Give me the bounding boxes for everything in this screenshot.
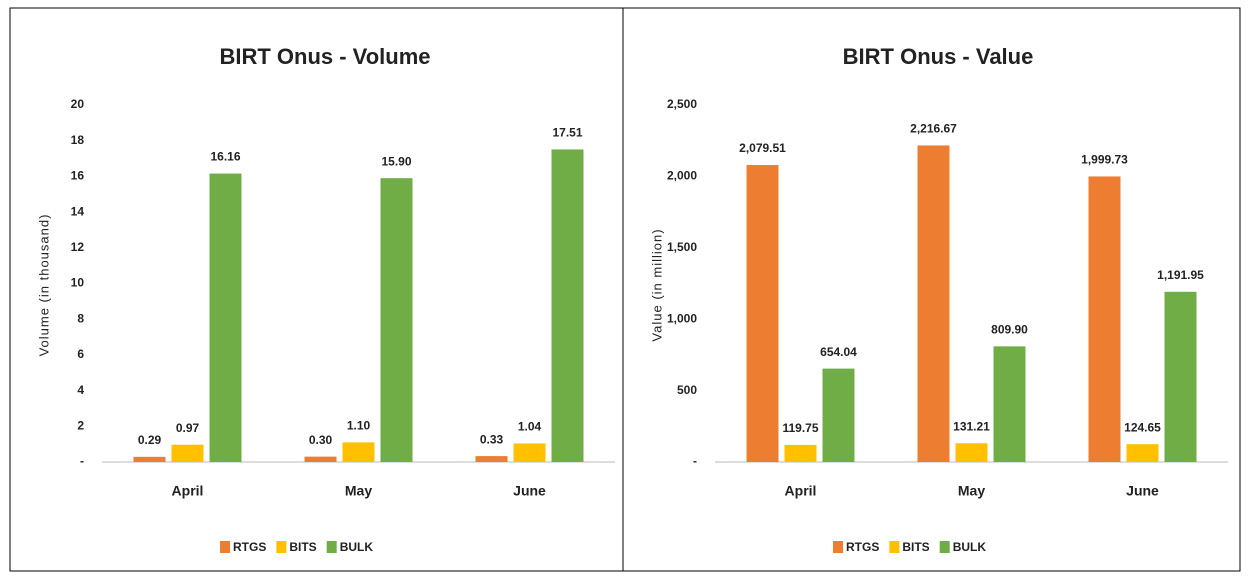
y-tick-label: 6 bbox=[77, 347, 84, 361]
chart-title: BIRT Onus - Value bbox=[843, 44, 1034, 69]
data-label: 2,216.67 bbox=[910, 122, 957, 136]
y-tick-label: 8 bbox=[77, 311, 84, 325]
chart-title: BIRT Onus - Volume bbox=[219, 44, 430, 69]
bar bbox=[133, 456, 166, 462]
y-tick-label: 2 bbox=[77, 418, 84, 432]
bar bbox=[822, 368, 855, 462]
bar bbox=[513, 443, 546, 462]
legend-label: RTGS bbox=[846, 540, 879, 554]
bar bbox=[917, 145, 950, 462]
y-tick-label: 1,000 bbox=[667, 311, 697, 325]
data-label: 124.65 bbox=[1124, 420, 1161, 434]
data-label: 654.04 bbox=[820, 345, 857, 359]
legend-swatch bbox=[276, 541, 287, 553]
bar bbox=[475, 456, 508, 462]
bar bbox=[993, 346, 1026, 462]
data-label: 15.90 bbox=[381, 154, 411, 168]
y-tick-label: 2,000 bbox=[667, 169, 697, 183]
bar bbox=[304, 456, 337, 462]
bar bbox=[1164, 291, 1197, 462]
x-tick-label: April bbox=[785, 483, 817, 499]
bar bbox=[209, 173, 242, 462]
y-axis-label: Value (in million) bbox=[649, 228, 664, 341]
y-tick-label: 500 bbox=[677, 383, 697, 397]
legend-label: BITS bbox=[289, 540, 316, 554]
data-label: 1,191.95 bbox=[1157, 268, 1204, 282]
y-axis-label: Volume (in thousand) bbox=[36, 214, 51, 357]
legend-swatch bbox=[326, 541, 337, 553]
data-label: 809.90 bbox=[991, 323, 1028, 337]
data-label: 1,999.73 bbox=[1081, 153, 1128, 167]
bar bbox=[342, 442, 375, 462]
data-label: 0.33 bbox=[480, 432, 504, 446]
data-label: 16.16 bbox=[210, 150, 240, 164]
bar bbox=[171, 444, 204, 462]
legend-label: RTGS bbox=[233, 540, 266, 554]
x-tick-label: May bbox=[958, 483, 985, 499]
x-tick-label: April bbox=[172, 483, 204, 499]
data-label: 1.10 bbox=[347, 419, 371, 433]
y-tick-label: 20 bbox=[71, 97, 85, 111]
legend-swatch bbox=[220, 541, 230, 553]
y-tick-label: - bbox=[693, 454, 697, 468]
legend-label: BULK bbox=[340, 540, 374, 554]
y-tick-label: 12 bbox=[71, 240, 85, 254]
y-tick-label: 14 bbox=[71, 204, 85, 218]
bar bbox=[1126, 444, 1159, 462]
y-tick-label: 1,500 bbox=[667, 240, 697, 254]
y-tick-label: 2,500 bbox=[667, 97, 697, 111]
data-label: 2,079.51 bbox=[739, 141, 786, 155]
bar bbox=[746, 165, 779, 463]
y-tick-label: - bbox=[80, 454, 84, 468]
bar bbox=[955, 443, 988, 462]
data-label: 0.97 bbox=[176, 421, 200, 435]
y-tick-label: 16 bbox=[71, 169, 85, 183]
data-label: 1.04 bbox=[518, 420, 542, 434]
y-tick-label: 10 bbox=[71, 276, 85, 290]
y-tick-label: 4 bbox=[77, 383, 84, 397]
legend-swatch bbox=[939, 541, 950, 553]
bar bbox=[380, 178, 413, 462]
data-label: 0.30 bbox=[309, 433, 333, 447]
bar bbox=[784, 444, 817, 462]
bar bbox=[1088, 176, 1121, 463]
data-label: 131.21 bbox=[953, 419, 990, 433]
legend-label: BITS bbox=[902, 540, 929, 554]
x-tick-label: June bbox=[513, 483, 546, 499]
y-tick-label: 18 bbox=[71, 133, 85, 147]
x-tick-label: June bbox=[1126, 483, 1159, 499]
data-label: 0.29 bbox=[138, 433, 162, 447]
legend-swatch bbox=[889, 541, 900, 553]
data-label: 119.75 bbox=[782, 421, 818, 435]
x-tick-label: May bbox=[345, 483, 372, 499]
data-label: 17.51 bbox=[552, 126, 582, 140]
bar bbox=[551, 149, 584, 462]
legend-label: BULK bbox=[953, 540, 987, 554]
legend-swatch bbox=[833, 541, 843, 553]
